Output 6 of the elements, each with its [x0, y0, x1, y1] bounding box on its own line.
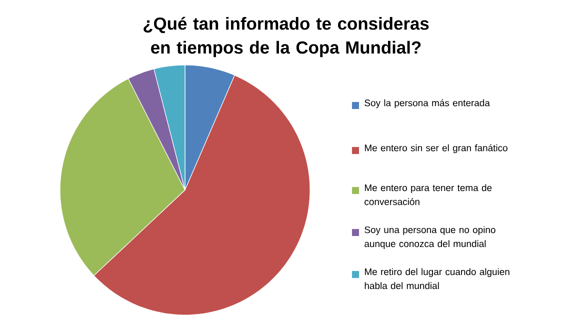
legend-label: Soy una persona que no opino aunque conozca del mundial: [364, 226, 496, 249]
legend-label: Soy la persona más enterada: [364, 99, 490, 108]
legend-label: Me entero sin ser el gran fanático: [364, 144, 508, 154]
legend-label: Me retiro del lugar cuando alguien habla del mundial: [364, 268, 510, 290]
legend-label: Me entero para tener tema de conversación: [364, 184, 492, 206]
chart-title: ¿Qué tan informado te consideras en tiempos de la Copa Mundial?: [144, 16, 429, 58]
